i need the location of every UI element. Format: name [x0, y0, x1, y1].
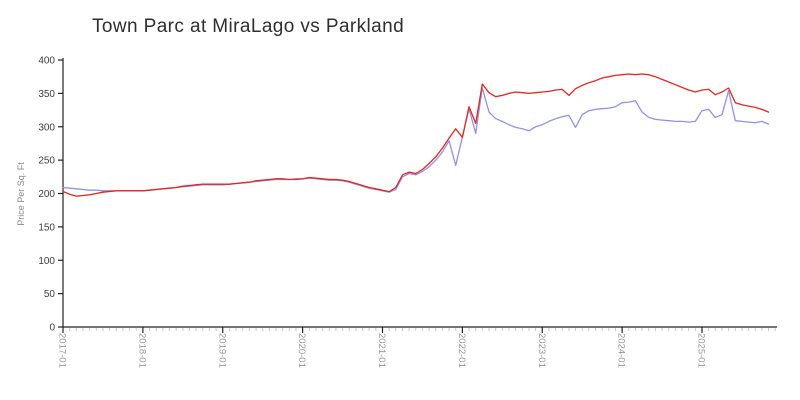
y-axis-title: Price Per Sq. Ft: [16, 162, 26, 226]
x-tick-label: 2021-01: [376, 333, 387, 368]
x-tick-label: 2022-01: [456, 333, 467, 368]
y-tick-label: 100: [38, 256, 55, 267]
chart-title: Town Parc at MiraLago vs Parkland: [92, 16, 405, 37]
y-tick-label: 300: [38, 122, 55, 133]
red-line: [62, 73, 770, 197]
y-tick-label: 0: [49, 323, 55, 334]
x-tick-label: 2018-01: [136, 333, 147, 368]
y-tick-label: 50: [44, 289, 56, 300]
y-tick-label: 400: [38, 56, 55, 67]
x-tick-label: 2024-01: [616, 333, 627, 368]
blue-line: [62, 87, 770, 193]
x-tick-label: 2023-01: [536, 333, 547, 368]
y-tick-label: 350: [38, 89, 55, 100]
x-tick-label: 2020-01: [296, 333, 307, 368]
x-tick-label: 2017-01: [57, 333, 68, 368]
x-tick-label: 2019-01: [216, 333, 227, 368]
y-tick-label: 200: [38, 189, 55, 200]
y-tick-label: 150: [38, 222, 55, 233]
y-tick-label: 250: [38, 156, 55, 167]
x-tick-label: 2025-01: [696, 333, 707, 368]
